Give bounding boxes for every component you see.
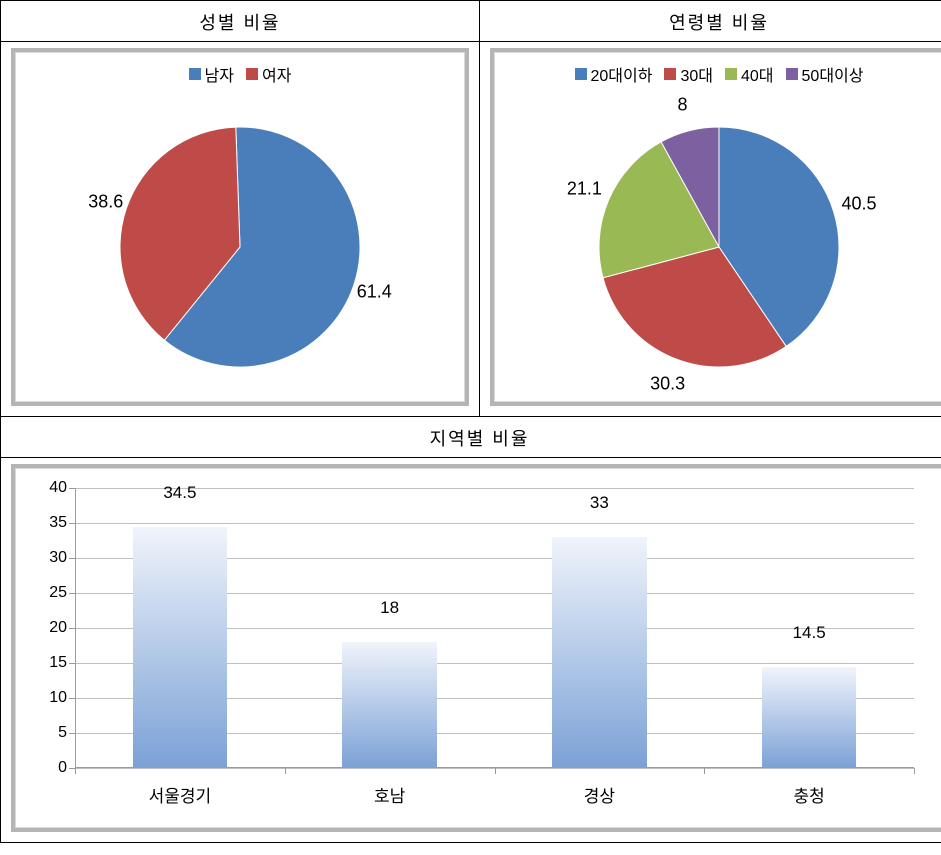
legend-label: 남자: [205, 62, 234, 86]
region-chart-title: 지역별 비율: [1, 417, 941, 457]
y-tick-label: 10: [27, 689, 67, 707]
pie-value-label: 30.3: [650, 374, 685, 395]
y-tick-label: 40: [27, 479, 67, 497]
pie-value-label: 38.6: [88, 192, 123, 213]
y-tick-label: 35: [27, 514, 67, 532]
legend-label: 여자: [262, 62, 291, 86]
legend-item: 남자: [189, 62, 234, 86]
x-tick-mark: [495, 768, 496, 774]
age-chart-legend: 20대이하 30대 40대 50대이상: [494, 52, 941, 92]
pie-value-label: 21.1: [567, 179, 602, 200]
x-tick-mark: [285, 768, 286, 774]
legend-item: 여자: [246, 62, 291, 86]
x-tick-label: 충청: [793, 782, 824, 807]
x-tick-label: 서울경기: [149, 782, 212, 807]
bar-value-label: 34.5: [163, 483, 196, 503]
y-tick-label: 25: [27, 584, 67, 602]
charts-grid: 성별 비율 연령별 비율 남자여자 61.438.6 20대이하30대40대50…: [0, 0, 941, 843]
pie-svg: [494, 92, 941, 402]
legend-item: 30대: [664, 62, 713, 86]
bar: [762, 667, 856, 769]
y-tick-label: 5: [27, 724, 67, 742]
legend-swatch: [246, 68, 258, 80]
bar-gridline: [75, 523, 914, 524]
x-tick-mark: [914, 768, 915, 774]
gender-chart-frame: 남자 여자 61.4 38.6: [11, 48, 469, 406]
legend-swatch: [786, 68, 798, 80]
bar-value-label: 14.5: [793, 623, 826, 643]
bar: [552, 537, 646, 768]
legend-label: 40대: [741, 62, 774, 86]
gender-chart-title: 성별 비율: [1, 1, 479, 41]
age-pie: 40.5 30.3 21.1 8: [494, 92, 941, 402]
x-tick-mark: [704, 768, 705, 774]
legend-label: 30대: [680, 62, 713, 86]
legend-swatch: [664, 68, 676, 80]
y-tick-label: 15: [27, 654, 67, 672]
pie-value-label: 8: [678, 95, 688, 116]
legend-swatch: [575, 68, 587, 80]
region-bar-plot: 051015202530354034.5서울경기18호남33경상14.5충청: [75, 488, 914, 768]
x-tick-label: 경상: [584, 782, 615, 807]
legend-item: 40대: [725, 62, 774, 86]
bar: [133, 527, 227, 769]
bar: [342, 642, 436, 768]
gender-chart-legend: 남자 여자: [15, 52, 465, 92]
gender-pie: 61.4 38.6: [15, 92, 465, 402]
pie-svg: [15, 92, 465, 402]
age-chart-title: 연령별 비율: [480, 1, 941, 41]
legend-label: 50대이상: [802, 62, 864, 86]
bar-value-label: 18: [380, 598, 399, 618]
bar-value-label: 33: [590, 493, 609, 513]
x-tick-label: 호남: [374, 782, 405, 807]
x-tick-mark: [75, 768, 76, 774]
y-tick-label: 20: [27, 619, 67, 637]
legend-label: 20대이하: [591, 62, 653, 86]
bar-gridline: [75, 488, 914, 489]
y-axis: [75, 488, 76, 768]
age-chart-frame: 20대이하 30대 40대 50대이상 40.5 30.3 21.1 8: [490, 48, 941, 406]
legend-swatch: [189, 68, 201, 80]
region-chart-frame: 0 5 10 15 20 25 30 35 40 34.5 서울경기 18 호남 33 경상 14.5 충청: [11, 464, 941, 832]
legend-swatch: [725, 68, 737, 80]
pie-value-label: 40.5: [841, 194, 876, 215]
legend-item: 20대이하: [575, 62, 653, 86]
y-tick-label: 30: [27, 549, 67, 567]
pie-value-label: 61.4: [357, 281, 392, 302]
y-tick-label: 0: [27, 759, 67, 777]
legend-item: 50대이상: [786, 62, 864, 86]
